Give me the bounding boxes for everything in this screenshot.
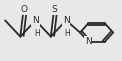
Text: H: H xyxy=(34,29,40,38)
Text: O: O xyxy=(20,5,27,14)
Text: N: N xyxy=(32,16,39,25)
Text: N: N xyxy=(63,16,69,25)
Text: N: N xyxy=(85,37,92,46)
Text: S: S xyxy=(51,5,57,14)
Text: H: H xyxy=(65,29,70,38)
